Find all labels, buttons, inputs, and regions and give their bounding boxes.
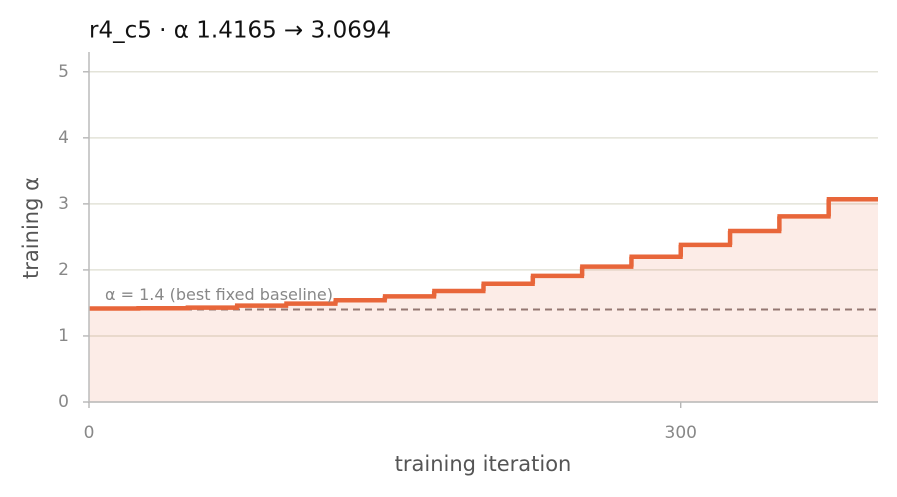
baseline-label: α = 1.4 (best fixed baseline) — [105, 285, 333, 304]
x-tick-label: 0 — [84, 423, 95, 443]
x-tick-label: 300 — [665, 423, 697, 443]
x-axis-label: training iteration — [395, 452, 572, 476]
chart-title: r4_c5 · α 1.4165 → 3.0694 — [89, 18, 391, 44]
y-tick-label: 5 — [58, 62, 69, 82]
y-tick-label: 1 — [58, 326, 69, 346]
y-tick-label: 3 — [58, 194, 69, 214]
y-tick-label: 4 — [58, 128, 69, 148]
y-tick-label: 0 — [58, 392, 69, 412]
y-axis-label: training α — [19, 177, 43, 279]
y-tick-label: 2 — [58, 260, 69, 280]
